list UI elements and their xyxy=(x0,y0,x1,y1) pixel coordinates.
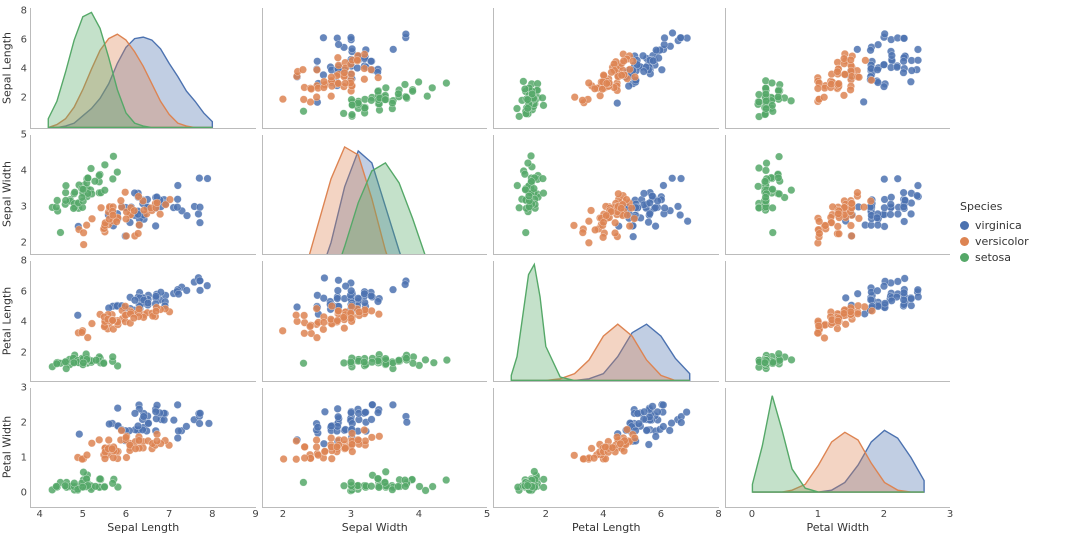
ylabel: Sepal Length xyxy=(1,32,14,104)
ytick: 2 xyxy=(21,347,31,358)
xtick: 4 xyxy=(36,507,42,520)
ytick: 4 xyxy=(21,165,31,176)
scatter-panel: 2468Petal Length xyxy=(493,388,719,509)
legend-item: virginica xyxy=(960,217,1029,233)
xtick: 0 xyxy=(749,507,755,520)
scatter-panel xyxy=(493,135,719,256)
ytick: 0 xyxy=(21,487,31,498)
ytick: 3 xyxy=(21,382,31,393)
scatter-panel xyxy=(725,261,951,382)
scatter-panel: 2468Petal Length xyxy=(30,261,256,382)
legend-item: versicolor xyxy=(960,233,1029,249)
legend: Species virginica versicolor setosa xyxy=(960,200,1029,265)
scatter-panel: 2345Sepal Width xyxy=(30,135,256,256)
pairplot-grid: 2468Sepal Length2345Sepal Width2468Petal… xyxy=(30,8,950,508)
ytick: 4 xyxy=(21,64,31,75)
xtick: 4 xyxy=(416,507,422,520)
scatter-panel xyxy=(725,8,951,129)
xtick: 1 xyxy=(815,507,821,520)
scatter-panel xyxy=(493,8,719,129)
ytick: 6 xyxy=(21,35,31,46)
ytick: 3 xyxy=(21,201,31,212)
ytick: 1 xyxy=(21,452,31,463)
xtick: 2 xyxy=(543,507,549,520)
ytick: 6 xyxy=(21,286,31,297)
xtick: 6 xyxy=(658,507,664,520)
xlabel: Sepal Width xyxy=(342,521,408,534)
xtick: 4 xyxy=(600,507,606,520)
xtick: 7 xyxy=(166,507,172,520)
ytick: 5 xyxy=(21,129,31,140)
xtick: 2 xyxy=(881,507,887,520)
xlabel: Petal Width xyxy=(806,521,869,534)
kde-panel xyxy=(493,261,719,382)
kde-panel: 2468Sepal Length xyxy=(30,8,256,129)
xtick: 5 xyxy=(80,507,86,520)
ytick: 8 xyxy=(21,256,31,267)
xlabel: Petal Length xyxy=(572,521,641,534)
legend-swatch xyxy=(960,253,969,262)
xtick: 6 xyxy=(123,507,129,520)
xtick: 8 xyxy=(209,507,215,520)
legend-label: virginica xyxy=(975,219,1022,232)
ytick: 2 xyxy=(21,238,31,249)
legend-label: versicolor xyxy=(975,235,1029,248)
ytick: 8 xyxy=(21,5,31,16)
kde-panel: 0123Petal Width xyxy=(725,388,951,509)
xtick: 9 xyxy=(252,507,258,520)
xlabel: Sepal Length xyxy=(107,521,179,534)
scatter-panel: 0123Petal Width456789Sepal Length xyxy=(30,388,256,509)
xtick: 3 xyxy=(947,507,953,520)
ytick: 2 xyxy=(21,93,31,104)
legend-item: setosa xyxy=(960,249,1029,265)
legend-swatch xyxy=(960,237,969,246)
legend-label: setosa xyxy=(975,251,1011,264)
xtick: 2 xyxy=(280,507,286,520)
ylabel: Sepal Width xyxy=(1,161,14,227)
ylabel: Petal Width xyxy=(1,416,14,479)
ytick: 4 xyxy=(21,317,31,328)
xtick: 5 xyxy=(484,507,490,520)
scatter-panel xyxy=(262,261,488,382)
scatter-panel xyxy=(262,8,488,129)
xtick: 8 xyxy=(715,507,721,520)
scatter-panel xyxy=(725,135,951,256)
ylabel: Petal Length xyxy=(1,286,14,355)
xtick: 3 xyxy=(348,507,354,520)
kde-panel xyxy=(262,135,488,256)
legend-swatch xyxy=(960,221,969,230)
scatter-panel: 2345Sepal Width xyxy=(262,388,488,509)
legend-title: Species xyxy=(960,200,1029,213)
ytick: 2 xyxy=(21,417,31,428)
